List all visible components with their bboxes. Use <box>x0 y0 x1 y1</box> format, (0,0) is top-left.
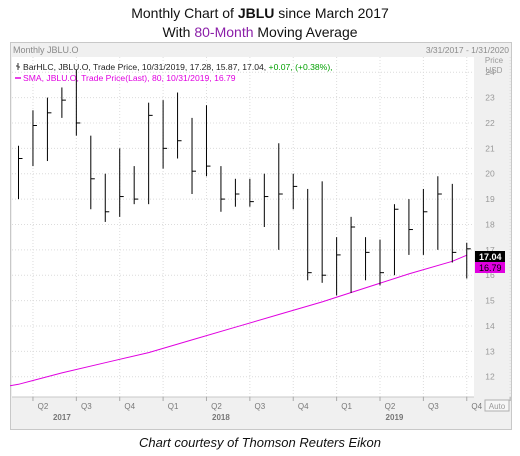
chart-caption: Chart courtesy of Thomson Reuters Eikon <box>138 435 382 450</box>
sma-series <box>0 254 467 389</box>
sma-tag <box>475 262 505 273</box>
sma-line <box>0 254 467 389</box>
price-bar <box>350 216 356 293</box>
y-tick-label: 20 <box>485 169 495 179</box>
price-bar <box>75 69 81 136</box>
price-bar <box>104 173 110 222</box>
price-bar <box>408 199 413 255</box>
y-tick-label: 22 <box>485 118 495 128</box>
auto-scale-button[interactable] <box>484 399 510 412</box>
x-tick-label: Q2 <box>38 402 49 411</box>
plot-area <box>12 57 474 397</box>
y-tick-label: 21 <box>485 143 495 153</box>
price-bar <box>422 188 428 255</box>
y-currency-label: USD <box>486 66 503 75</box>
x-tick-label: Q3 <box>255 402 266 411</box>
price-bar <box>148 102 153 205</box>
price-bar <box>278 143 283 250</box>
x-tick-label: Q4 <box>471 402 482 411</box>
legend-bar-text: BarHLC, JBLU.O, Trade Price, 10/31/2019,… <box>23 62 269 72</box>
x-tick-label: Q1 <box>168 402 179 411</box>
price-bar <box>61 87 66 118</box>
y-unit-label: Price <box>485 56 504 65</box>
y-tick-label: 24 <box>485 67 495 77</box>
last-price-tag-text: 17.04 <box>479 252 502 262</box>
y-tick-label: 15 <box>485 296 495 306</box>
price-bar <box>249 178 254 207</box>
sma-tag-text: 16.79 <box>479 263 502 273</box>
price-bar <box>191 117 197 195</box>
price-bar <box>292 173 298 210</box>
legend-item-bar: BarHLC, JBLU.O, Trade Price, 10/31/2019,… <box>16 62 333 72</box>
auto-scale-label: Auto <box>489 402 506 411</box>
y-tick-label: 19 <box>485 194 495 204</box>
legend-item-sma: SMA, JBLU.O, Trade Price(Last), 80, 10/3… <box>15 73 236 83</box>
subtitle-accent: 80-Month <box>194 24 254 40</box>
price-bar <box>451 183 457 263</box>
y-tick-label: 18 <box>485 219 495 229</box>
y-tick-label: 12 <box>485 372 495 382</box>
price-bar <box>162 100 168 169</box>
grid <box>12 57 511 397</box>
price-bar <box>393 204 399 276</box>
x-tick-label: Q3 <box>428 402 439 411</box>
price-bar <box>307 188 312 281</box>
price-bar <box>177 92 182 159</box>
svg-text:BarHLC, JBLU.O, Trade Price, 1: BarHLC, JBLU.O, Trade Price, 10/31/2019,… <box>23 62 333 72</box>
price-tags: 17.04 16.79 <box>475 251 505 273</box>
panel-title: Monthly JBLU.O <box>13 45 79 55</box>
x-tick-label: Q3 <box>81 402 92 411</box>
y-axis: Price USD 12 13 14 15 16 17 18 19 20 21 22 23 24 <box>485 56 504 382</box>
ticker-symbol: JBLU <box>237 5 275 21</box>
x-axis: Q2Q3Q4Q1Q2Q3Q4Q1Q2Q3Q4Q1201720182019 <box>12 396 520 422</box>
x-year-label: 2018 <box>212 413 230 422</box>
price-bar <box>321 181 327 283</box>
date-range: 3/31/2017 - 1/31/2020 <box>426 45 509 55</box>
price-bar <box>220 166 225 212</box>
x-tick-label: Q4 <box>124 402 135 411</box>
price-bars <box>18 69 471 296</box>
legend-sma-text: SMA, JBLU.O, Trade Price(Last), 80, 10/3… <box>23 73 236 83</box>
y-tick-label: 17 <box>485 245 495 255</box>
price-bar <box>133 166 139 205</box>
legend-bar-change: +0.07, (+0.38%), <box>269 62 333 72</box>
bar-icon <box>16 63 20 70</box>
y-tick-label: 14 <box>485 321 495 331</box>
price-bar <box>119 148 124 217</box>
last-price-tag <box>475 251 505 262</box>
x-tick-label: Q2 <box>211 402 222 411</box>
y-tick-label: 13 <box>485 346 495 356</box>
x-tick-label: Q2 <box>385 402 396 411</box>
price-bar <box>18 145 23 200</box>
chart-title: Monthly Chart of JBLU since March 2017 <box>131 5 389 21</box>
price-bar <box>234 178 240 207</box>
x-year-label: 2017 <box>53 413 71 422</box>
price-bar <box>336 237 341 296</box>
x-tick-label: Q4 <box>298 402 309 411</box>
chart-svg: Monthly JBLU.O 3/31/2017 - 1/31/2020 Bar… <box>0 42 520 430</box>
price-bar <box>46 97 52 162</box>
price-bar <box>205 105 211 177</box>
price-bar <box>466 242 471 279</box>
price-bar <box>437 176 442 250</box>
y-tick-label: 16 <box>485 270 495 280</box>
price-bar <box>90 135 95 210</box>
chart-subtitle: With 80-Month Moving Average <box>162 24 358 40</box>
x-tick-label: Q1 <box>341 402 352 411</box>
price-chart: Monthly JBLU.O 3/31/2017 - 1/31/2020 Bar… <box>0 42 520 430</box>
price-bar <box>32 110 37 167</box>
price-bar <box>379 239 384 286</box>
x-year-label: 2019 <box>386 413 404 422</box>
legend: BarHLC, JBLU.O, Trade Price, 10/31/2019,… <box>15 62 333 83</box>
y-tick-label: 23 <box>485 93 495 103</box>
price-bar <box>365 237 370 281</box>
price-bar <box>263 173 269 227</box>
